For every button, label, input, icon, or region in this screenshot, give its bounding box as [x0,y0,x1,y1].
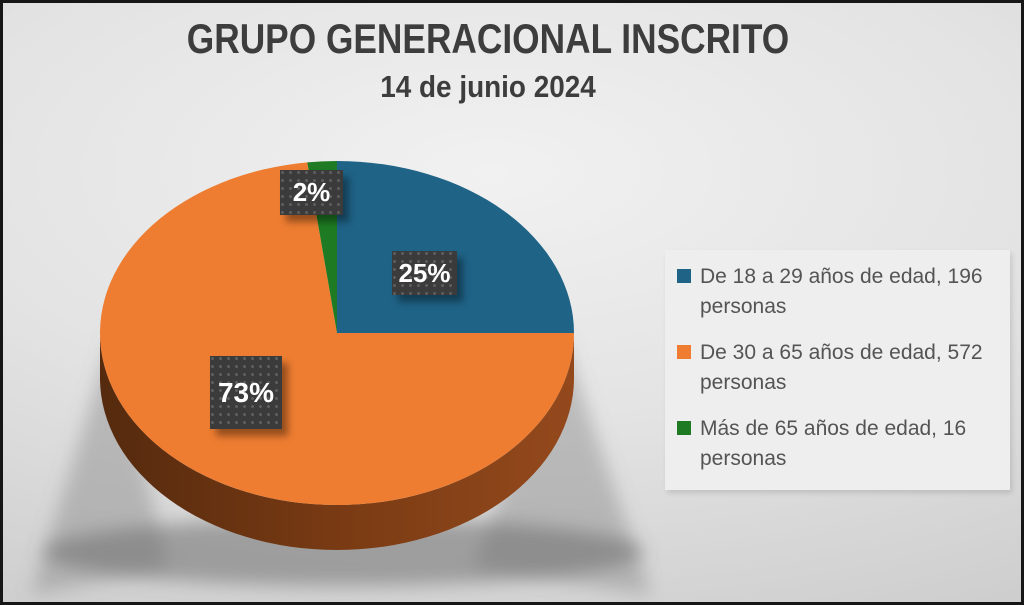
legend-item-label: De 18 a 29 años de edad, 196 personas [700,265,983,319]
legend-swatch [677,421,691,436]
legend-item: Más de 65 años de edad, 16 personas [677,414,1000,474]
data-label-2pct: 2% [280,170,343,215]
legend-item: De 30 a 65 años de edad, 572 personas [677,338,1000,398]
title-wrap: GRUPO GENERACIONAL INSCRITO [3,15,973,63]
legend: De 18 a 29 años de edad, 196 personas De… [665,250,1010,490]
legend-swatch [677,345,691,360]
data-label-73pct: 73% [210,356,282,429]
legend-item-label: De 30 a 65 años de edad, 572 personas [700,341,983,395]
chart-title: GRUPO GENERACIONAL INSCRITO [186,15,790,62]
pie-side-wall [100,333,574,550]
legend-swatch [677,269,691,283]
legend-item-label: Más de 65 años de edad, 16 personas [700,417,967,471]
data-label-25pct: 25% [392,251,457,295]
pie-cast-shadow [31,333,651,595]
legend-item: De 18 a 29 años de edad, 196 personas [677,262,1000,322]
chart-subtitle: 14 de junio 2024 [380,69,596,104]
pie-slice-0 [337,161,574,333]
